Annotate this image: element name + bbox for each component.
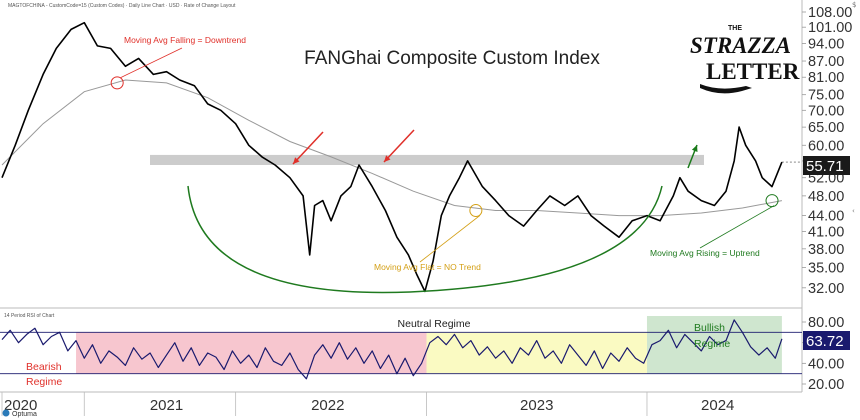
price-last-value-tag: 55.71 — [803, 156, 850, 175]
price-tick-label: 70.00 — [808, 103, 844, 119]
year-label: 2021 — [150, 397, 183, 414]
breakout-arrow-head — [691, 145, 698, 152]
price-tick-label: 35.00 — [808, 260, 844, 276]
optuma-logo-icon — [2, 409, 10, 417]
regime-zone-1 — [426, 332, 647, 374]
rsi-tick-label: 40.00 — [808, 356, 844, 372]
rsi-tick-label: 20.00 — [808, 377, 844, 393]
price-tick-label: 32.00 — [808, 281, 844, 297]
rsi-tick-label: 80.00 — [808, 315, 844, 331]
no-trend-marker — [469, 204, 483, 218]
optuma-brand: Optuma — [2, 409, 37, 418]
price-tick-label: 101.00 — [808, 20, 852, 36]
price-tag-background — [803, 156, 850, 175]
scale-toggle-icon[interactable]: $ — [852, 1, 856, 9]
resistance-arrow-1-head — [293, 157, 300, 164]
price-tick-label: 75.00 — [808, 88, 844, 104]
strazza-letter-logo: THE STRAZZA LETTER — [690, 25, 800, 94]
price-tick-label: 38.00 — [808, 242, 844, 258]
price-tick-label: 65.00 — [808, 120, 844, 136]
price-line — [1, 21, 783, 293]
bullish-regime-label-line1: Bullish — [694, 322, 725, 334]
rounded-bottom-curve — [187, 185, 663, 294]
price-tick-label: 81.00 — [808, 70, 844, 86]
regime-zone-0 — [76, 332, 427, 374]
chart-title: FANGhai Composite Custom Index — [304, 48, 600, 69]
bearish-regime-label-line1: Bearish — [26, 361, 62, 373]
price-tick-label: 41.00 — [808, 225, 844, 241]
year-label: 2023 — [520, 397, 553, 414]
rsi-line — [1, 319, 783, 380]
price-tick-label: 94.00 — [808, 36, 844, 52]
downtrend-marker — [110, 76, 124, 90]
moving-average-line — [1, 79, 782, 217]
year-label: 2022 — [311, 397, 344, 414]
resistance-band — [150, 154, 704, 166]
pen-nib-icon — [700, 84, 752, 94]
uptrend-marker — [765, 194, 779, 208]
logo-strazza: STRAZZA — [690, 33, 791, 58]
rsi-regime-zones — [0, 316, 802, 375]
price-tag-value: 55.71 — [806, 158, 844, 175]
year-label: 2024 — [701, 397, 734, 414]
price-tick-label: 87.00 — [808, 54, 844, 70]
annotation-no-trend: Moving Avg Flat = NO Trend — [374, 262, 481, 272]
price-tick-label: 44.00 — [808, 209, 844, 225]
no-trend-connector — [419, 215, 481, 263]
price-tick-label: 48.00 — [808, 189, 844, 205]
neutral-regime-label: Neutral Regime — [398, 318, 471, 330]
price-tick-label: 108.00 — [808, 5, 852, 21]
year-label: 2020 — [4, 397, 37, 414]
bearish-regime-label-line2: Regime — [26, 376, 62, 388]
rsi-panel — [1, 319, 783, 380]
rsi-info-line: 14 Period RSI of Chart — [4, 313, 55, 319]
x-axis-ticks: 2020 2021 2022 2023 2024 — [1, 392, 734, 416]
resistance-arrow-1-shaft — [292, 131, 324, 165]
regime-zone-2 — [646, 316, 782, 374]
rsi-tag-value: 63.72 — [806, 333, 844, 350]
logo-letter: LETTER — [706, 59, 800, 84]
rsi-tag-background — [803, 331, 850, 350]
resistance-arrow-2-shaft — [383, 129, 415, 163]
uptrend-connector — [699, 205, 775, 249]
expand-panel-icon[interactable]: ‹ — [852, 207, 855, 215]
annotation-downtrend: Moving Avg Falling = Downtrend — [124, 35, 246, 45]
annotation-uptrend: Moving Avg Rising = Uptrend — [650, 248, 760, 258]
chart-info-line: MAGTOFCHINA - CustomCode=15 (Custom Code… — [8, 3, 236, 9]
price-panel — [1, 21, 802, 294]
optuma-label: Optuma — [12, 411, 37, 418]
resistance-arrow-2-head — [384, 155, 391, 162]
price-tick-label: 60.00 — [808, 138, 844, 154]
downtrend-connector — [120, 47, 183, 79]
rsi-last-value-tag: 63.72 — [803, 331, 850, 350]
logo-the: THE — [728, 25, 742, 32]
bullish-regime-label-line2: Regime — [694, 338, 730, 350]
